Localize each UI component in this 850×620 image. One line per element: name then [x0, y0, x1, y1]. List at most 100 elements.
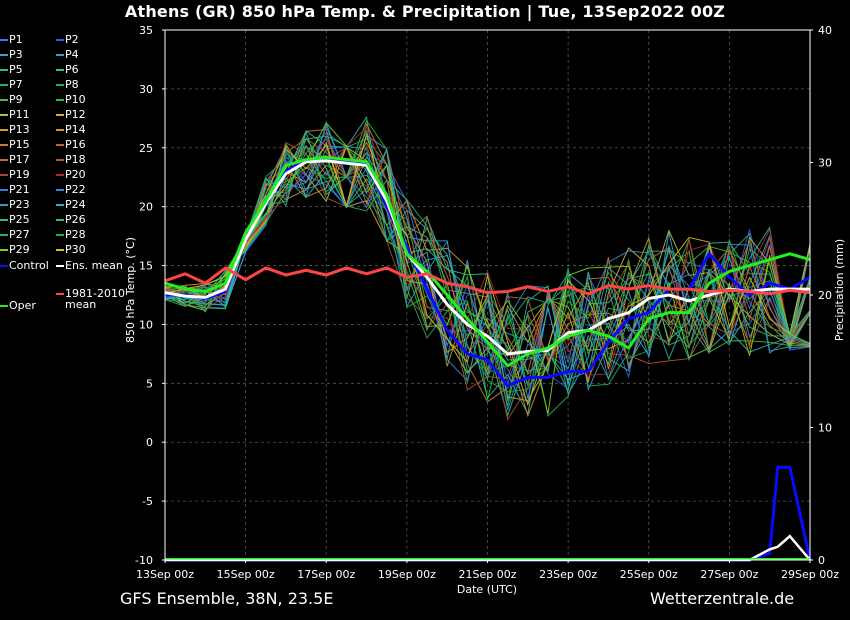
legend-swatch [56, 99, 64, 101]
y2-tick-label: 30 [818, 157, 832, 170]
legend-label: 1981-2010 mean [65, 287, 125, 311]
y-tick-label: -5 [142, 495, 153, 508]
ensemble-member-line [164, 151, 811, 393]
ens-mean-line [164, 159, 810, 356]
y-tick-label: 10 [139, 318, 153, 331]
legend-label: P30 [65, 243, 86, 256]
y2-axis-label: Precipitation (mm) [833, 239, 846, 341]
y2-tick-label: 40 [818, 24, 832, 37]
y-tick-label: 0 [146, 436, 153, 449]
legend-swatch [56, 84, 64, 86]
legend-swatch [56, 189, 64, 191]
legend-label: P16 [65, 138, 86, 151]
legend-item-p3: P3 [0, 49, 23, 60]
ensemble-member-line [164, 122, 811, 403]
legend-label: P9 [9, 93, 23, 106]
y-axis-label: 850 hPa Temp. (°C) [124, 237, 137, 343]
x-tick-label: 15Sep 00z [217, 568, 275, 581]
legend-swatch [0, 129, 8, 131]
legend-swatch [56, 265, 64, 267]
ensemble-member-line [164, 121, 811, 392]
legend-swatch [56, 293, 64, 295]
ensemble-member-line [164, 119, 811, 400]
legend-swatch [56, 144, 64, 146]
legend-swatch [0, 114, 8, 116]
y-tick-label: 30 [139, 83, 153, 96]
ensemble-member-line [164, 145, 811, 418]
ensemble-member-line [164, 122, 811, 414]
legend-swatch [56, 174, 64, 176]
legend-item-control: Control [0, 260, 49, 271]
legend-item-p11: P11 [0, 109, 30, 120]
ensemble-member-line [164, 135, 811, 393]
legend-item-p27: P27 [0, 229, 30, 240]
legend-item-1981-2010: 1981-2010 mean [56, 288, 125, 310]
legend-swatch [0, 234, 8, 236]
legend-swatch [56, 219, 64, 221]
legend-swatch [0, 54, 8, 56]
legend-item-p7: P7 [0, 79, 23, 90]
legend-item-p17: P17 [0, 154, 30, 165]
legend-swatch [0, 189, 8, 191]
legend-label: Oper [9, 299, 36, 312]
legend-item-p18: P18 [56, 154, 86, 165]
legend-item-p6: P6 [56, 64, 79, 75]
legend-item-p19: P19 [0, 169, 30, 180]
source-credit: Wetterzentrale.de [650, 589, 795, 608]
legend-label: P4 [65, 48, 79, 61]
legend-swatch [0, 99, 8, 101]
axes: -10 -5 0 5 10 15 20 25 30 35 0 10 20 30 40 13Sep 00z 15S… [135, 24, 839, 581]
legend-label: P14 [65, 123, 86, 136]
y2-tick-label: 0 [818, 554, 825, 567]
legend-item-p29: P29 [0, 244, 30, 255]
ensemble-member-line [164, 126, 811, 376]
legend-item-p28: P28 [56, 229, 86, 240]
legend-label: P15 [9, 138, 30, 151]
legend-label: P23 [9, 198, 30, 211]
ensemble-member-line [164, 142, 811, 391]
legend-label: P12 [65, 108, 86, 121]
legend-swatch [0, 219, 8, 221]
x-tick-label: 27Sep 00z [700, 568, 758, 581]
legend-swatch [0, 39, 8, 41]
legend-swatch [0, 305, 8, 307]
legend-label: Ens. mean [65, 259, 123, 272]
legend-label: P19 [9, 168, 30, 181]
y-tick-label: -10 [135, 554, 153, 567]
legend-label: P28 [65, 228, 86, 241]
legend-swatch [56, 204, 64, 206]
highlighted-series [164, 155, 811, 388]
legend-item-p5: P5 [0, 64, 23, 75]
y-tick-label: 5 [146, 377, 153, 390]
legend-swatch [0, 204, 8, 206]
legend-label: P13 [9, 123, 30, 136]
ensemble-member-line [164, 124, 811, 411]
y-tick-label: 15 [139, 260, 153, 273]
legend-label: P18 [65, 153, 86, 166]
y-tick-label: 35 [139, 24, 153, 37]
legend-swatch [56, 234, 64, 236]
x-tick-label: 25Sep 00z [620, 568, 678, 581]
legend-item-p9: P9 [0, 94, 23, 105]
legend-item-p13: P13 [0, 124, 30, 135]
legend-swatch [0, 159, 8, 161]
legend-item-p25: P25 [0, 214, 30, 225]
legend-label: P17 [9, 153, 30, 166]
legend-item-p21: P21 [0, 184, 30, 195]
legend-item-p10: P10 [56, 94, 86, 105]
legend-label: P1 [9, 33, 23, 46]
legend-label: P10 [65, 93, 86, 106]
chart-title: Athens (GR) 850 hPa Temp. & Precipitatio… [124, 2, 726, 21]
legend-swatch [0, 174, 8, 176]
legend-item-ens-mean: Ens. mean [56, 260, 123, 271]
legend-item-p8: P8 [56, 79, 79, 90]
legend-swatch [56, 249, 64, 251]
legend-item-p23: P23 [0, 199, 30, 210]
legend-item-p14: P14 [56, 124, 86, 135]
legend-item-p22: P22 [56, 184, 86, 195]
legend-swatch [56, 69, 64, 71]
x-tick-label: 19Sep 00z [378, 568, 436, 581]
oper-line [164, 155, 811, 368]
legend-item-p24: P24 [56, 199, 86, 210]
